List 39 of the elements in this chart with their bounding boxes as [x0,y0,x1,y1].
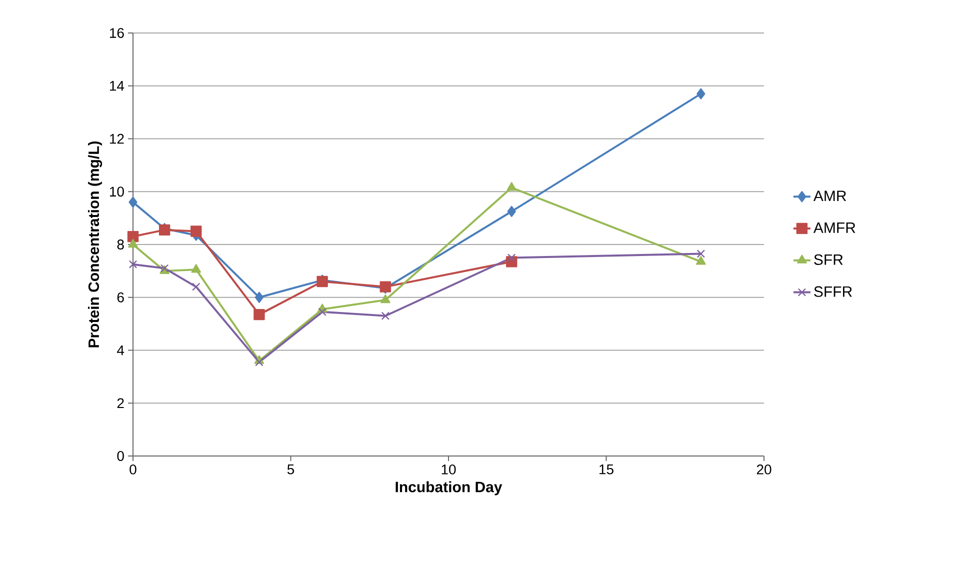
point [318,308,326,316]
point [192,282,200,291]
point [254,292,264,303]
x-tick-label: 15 [600,464,614,474]
point [696,256,706,265]
point [190,226,202,237]
y-tick-label: 10 [110,186,124,197]
point [127,230,139,242]
y-tick-label: 12 [110,134,124,144]
y-tick-label: 0 [117,451,124,461]
point [696,250,706,258]
legend-label: SFR [814,254,843,265]
point [191,264,202,273]
point [128,260,138,268]
y-axis-title: Protein Concentration (mg/L) [88,141,102,348]
y-tick-label: 14 [110,81,124,91]
x-tick-label: 0 [130,464,136,474]
legend-label: AMR [813,190,846,202]
x-axis-title: Incubation Day [396,481,502,496]
legend-label: AMFR [813,222,856,233]
y-tick-label: 2 [117,398,124,408]
point [255,358,264,366]
x-tick-label: 20 [756,464,772,474]
point [254,308,265,320]
point [696,88,706,100]
point [507,254,516,262]
y-tick-label: 4 [117,345,124,356]
point [381,312,390,320]
point [380,294,390,304]
x-tick-label: 5 [287,464,294,474]
y-tick-label: 16 [110,28,124,38]
y-tick-label: 6 [117,292,124,302]
point [128,196,138,208]
point [507,206,516,218]
x-tick-label: 10 [442,464,456,474]
point [506,182,517,191]
point [128,238,138,248]
legend-label: SFFR [814,286,852,297]
y-tick-label: 8 [117,240,124,250]
